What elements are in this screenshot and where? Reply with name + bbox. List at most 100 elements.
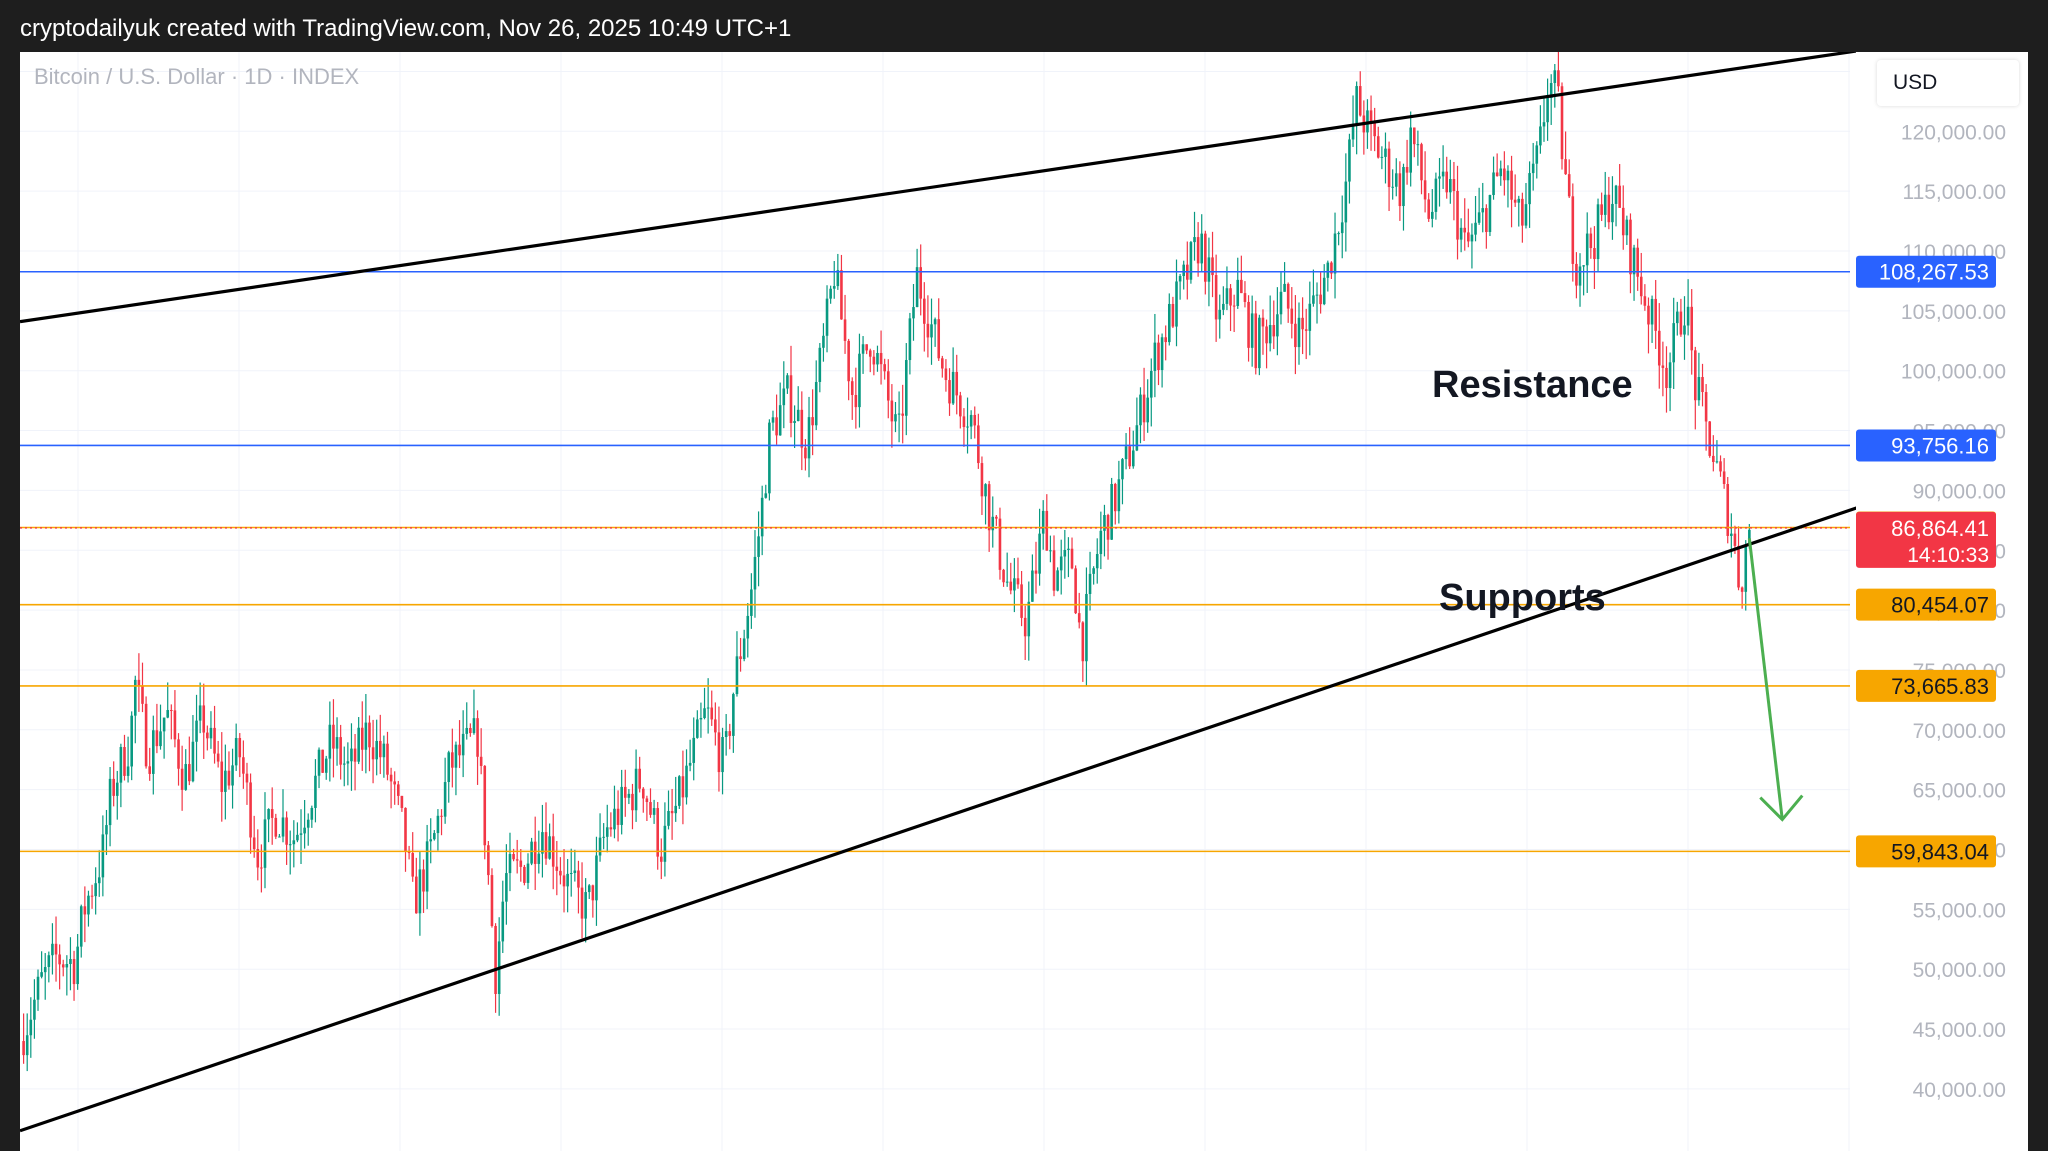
candle-body — [1268, 325, 1272, 344]
candle-body — [451, 752, 454, 768]
candle-body — [768, 422, 771, 494]
candle-body — [404, 807, 407, 852]
candle-body — [425, 841, 429, 892]
candle-body — [1081, 622, 1085, 662]
candle-body — [933, 319, 937, 325]
candle-body — [155, 730, 159, 747]
candle-body — [40, 972, 43, 977]
candle-body — [1730, 533, 1733, 536]
candle-body — [1528, 173, 1531, 205]
candle-body — [267, 809, 270, 820]
candle-body — [29, 1019, 33, 1036]
candle-body — [584, 892, 587, 919]
candle-body — [1485, 208, 1488, 233]
candle-body — [566, 873, 569, 887]
candle-body — [1535, 145, 1539, 164]
candle-body — [1290, 308, 1294, 324]
candle-body — [483, 765, 487, 846]
candle-body — [1167, 303, 1171, 343]
candle-body — [170, 710, 173, 712]
price-tick-label: 65,000.00 — [1913, 780, 2006, 803]
candle-body — [1128, 446, 1131, 467]
candle-body — [876, 352, 879, 365]
candle-body — [1625, 219, 1629, 236]
candle-body — [173, 710, 177, 740]
candle-body — [1391, 186, 1394, 188]
candle-body — [1467, 232, 1470, 242]
candle-body — [1355, 86, 1358, 126]
candle-body — [234, 738, 238, 766]
candle-body — [1322, 277, 1326, 305]
candle-body — [1697, 377, 1701, 401]
candle-body — [447, 752, 451, 783]
candle-body — [1722, 471, 1726, 485]
chart-frame[interactable]: 40,000.0045,000.0050,000.0055,000.0060,0… — [20, 52, 2028, 1151]
candle-body — [1139, 394, 1142, 426]
candle-body — [1265, 326, 1268, 344]
candle-body — [51, 943, 54, 956]
candle-body — [177, 739, 180, 769]
candle-body — [476, 718, 479, 757]
candle-body — [1488, 195, 1492, 233]
candle-body — [995, 516, 998, 519]
candle-body — [764, 493, 768, 498]
candle-body — [296, 834, 299, 841]
candle-body — [1052, 550, 1056, 591]
candle-body — [238, 738, 242, 758]
candle-body — [191, 741, 195, 782]
candle-body — [1178, 276, 1182, 282]
level-label-resistance: 93,756.16 — [1891, 433, 1989, 458]
candle-body — [1312, 295, 1315, 304]
candle-body — [242, 757, 245, 774]
candle-body — [130, 715, 133, 767]
candle-body — [112, 778, 115, 796]
candle-body — [894, 414, 897, 422]
candle-body — [829, 288, 832, 299]
candle-body — [814, 381, 818, 426]
candle-body — [757, 536, 760, 557]
candle-body — [415, 876, 418, 914]
candle-body — [854, 394, 858, 408]
candle-body — [292, 840, 296, 845]
candle-body — [1726, 484, 1730, 536]
candle-body — [378, 740, 382, 758]
candle-body — [22, 1041, 25, 1056]
candle-body — [1398, 173, 1402, 207]
candle-body — [1733, 533, 1737, 546]
candle-body — [616, 808, 620, 825]
price-chart[interactable]: 40,000.0045,000.0050,000.0055,000.0060,0… — [20, 52, 2028, 1151]
grid — [20, 52, 1850, 1151]
candle-body — [245, 773, 249, 783]
candle-body — [1092, 568, 1095, 574]
candle-body — [1593, 248, 1596, 260]
candle-body — [1704, 392, 1708, 422]
candle-body — [1366, 110, 1369, 133]
candle-body — [746, 615, 750, 639]
candle-body — [324, 758, 328, 773]
candle-body — [1315, 294, 1319, 296]
candle-body — [501, 901, 505, 942]
candle-body — [714, 719, 717, 733]
candle-body — [1715, 461, 1719, 463]
candle-body — [998, 518, 1002, 570]
candle-body — [1149, 370, 1153, 398]
candle-body — [944, 368, 948, 381]
candle-body — [396, 784, 400, 796]
candle-body — [1416, 144, 1420, 146]
candle-body — [1441, 171, 1445, 177]
candle-body — [609, 827, 613, 830]
candle-body — [1258, 317, 1261, 369]
candle-body — [1513, 199, 1517, 203]
candle-body — [115, 782, 119, 796]
candle-body — [375, 740, 378, 760]
candle-body — [649, 802, 652, 815]
candle-body — [105, 825, 108, 835]
currency-selector[interactable]: USD — [1877, 60, 2019, 106]
candle-body — [674, 805, 678, 814]
candle-body — [1654, 298, 1657, 331]
candle-body — [1452, 179, 1456, 191]
candle-body — [1643, 296, 1647, 306]
candle-body — [1481, 208, 1485, 213]
candle-body — [904, 360, 908, 416]
candle-body — [1031, 570, 1034, 602]
